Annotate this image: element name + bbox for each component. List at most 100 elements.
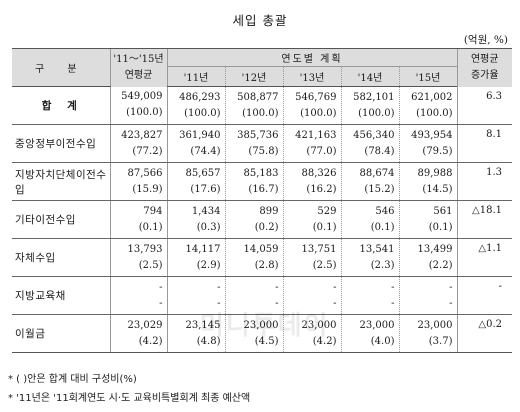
cell-share: (0.1) xyxy=(370,221,395,233)
cell-value: 89,988 xyxy=(417,167,453,179)
cell-year-3: 88,674 (15.2) xyxy=(340,162,399,201)
cell-year-2: 546,769 (100.0) xyxy=(282,86,341,125)
cell-year-4: 561 (0.1) xyxy=(398,200,457,239)
cell-year-0: 361,940 (74.4) xyxy=(166,124,225,163)
table-row: 지방교육채 - - - - - - - - - - - - - xyxy=(12,276,512,315)
cell-year-2: 13,751 (2.5) xyxy=(282,238,341,277)
cell-value: - xyxy=(159,281,163,293)
cell-share: (100.0) xyxy=(358,107,395,119)
cell-value: 85,183 xyxy=(243,167,279,179)
cell-year-1: 14,059 (2.8) xyxy=(224,238,283,277)
table-row: 기타이전수입 794 (0.1) 1,434 (0.3) 899 (0.2) 529 (0.1)… xyxy=(12,200,512,239)
cell-year-1: -- xyxy=(224,276,283,315)
cell-share: - xyxy=(217,297,221,309)
cell-share: (2.5) xyxy=(312,259,337,271)
cell-share: (16.7) xyxy=(248,183,279,195)
cell-value: 14,059 xyxy=(243,243,279,255)
cell-year-3: -- xyxy=(340,276,399,315)
cell-share: (3.7) xyxy=(428,335,453,347)
cell-year-4: -- xyxy=(398,276,457,315)
cell-value: 23,000 xyxy=(417,319,453,331)
cell-value: 493,954 xyxy=(411,129,453,141)
cell-year-1: 23,000 (4.5) xyxy=(224,314,283,353)
cell-year-3: 13,541 (2.3) xyxy=(340,238,399,277)
cell-share: - xyxy=(333,297,337,309)
cell-share: (0.1) xyxy=(312,221,337,233)
cell-growth: 1.3 xyxy=(456,162,512,201)
cell-year-2: 421,163 (77.0) xyxy=(282,124,341,163)
cell-year-4: 493,954 (79.5) xyxy=(398,124,457,163)
cell-avg: 423,827 (77.2) xyxy=(109,124,167,163)
cell-value: 13,499 xyxy=(417,243,453,255)
cell-growth: △1.1 xyxy=(456,238,512,277)
cell-growth: △0.2 xyxy=(456,314,512,353)
cell-share: (100.0) xyxy=(126,107,163,119)
cell-share: (0.1) xyxy=(138,221,163,233)
cell-share: (77.0) xyxy=(306,145,337,157)
cell-value: 14,117 xyxy=(185,243,221,255)
cell-share: (100.0) xyxy=(300,107,337,119)
cell-share: (0.2) xyxy=(254,221,279,233)
header-category: 구 분 xyxy=(12,48,110,87)
cell-share: (15.2) xyxy=(364,183,395,195)
cell-year-1: 899 (0.2) xyxy=(224,200,283,239)
table-row: 중앙정부이전수입 423,827 (77.2) 361,940 (74.4) 385,73… xyxy=(12,124,512,163)
cell-share: (0.1) xyxy=(428,221,453,233)
header-year-1: '12년 xyxy=(224,66,283,87)
cell-value: 23,000 xyxy=(301,319,337,331)
cell-share: (4.2) xyxy=(312,335,337,347)
cell-year-2: 88,326 (16.2) xyxy=(282,162,341,201)
table-row: 합 계 549,009 (100.0) 486,293 (100.0) 508,877 (1… xyxy=(12,86,512,125)
row-label: 이월금 xyxy=(12,314,110,353)
cell-share: (100.0) xyxy=(242,107,279,119)
cell-value: 13,541 xyxy=(359,243,395,255)
header-yearly-plan: 연도별 계획 xyxy=(166,48,457,67)
cell-share: (16.2) xyxy=(306,183,337,195)
cell-share: (4.2) xyxy=(138,335,163,347)
cell-year-1: 385,736 (75.8) xyxy=(224,124,283,163)
cell-avg: -- xyxy=(109,276,167,315)
cell-value: - xyxy=(449,281,453,293)
cell-share: (14.5) xyxy=(422,183,453,195)
revenue-summary-table: 구 분 '11～'15년 연평균 연도별 계획 연평균 증가율 '11년 '12년… xyxy=(12,48,512,353)
cell-growth: 6.3 xyxy=(456,86,512,125)
cell-share: (77.2) xyxy=(132,145,163,157)
table-row: 이월금 23,029 (4.2) 23,145 (4.8) 23,000 (4.5) 23,0… xyxy=(12,314,512,353)
cell-share: (2.5) xyxy=(138,259,163,271)
cell-value: 546,769 xyxy=(295,91,337,103)
cell-share: (100.0) xyxy=(184,107,221,119)
page-title: 세입 총괄 xyxy=(232,13,288,28)
cell-value: 899 xyxy=(259,205,279,217)
cell-share: (79.5) xyxy=(422,145,453,157)
cell-share: (2.3) xyxy=(370,259,395,271)
cell-value: 582,101 xyxy=(353,91,395,103)
cell-share: (4.5) xyxy=(254,335,279,347)
cell-year-3: 456,340 (78.4) xyxy=(340,124,399,163)
cell-share: (17.6) xyxy=(190,183,221,195)
cell-value: 13,793 xyxy=(127,243,163,255)
cell-share: (78.4) xyxy=(364,145,395,157)
cell-avg: 23,029 (4.2) xyxy=(109,314,167,353)
header-year-0: '11년 xyxy=(166,66,225,87)
cell-value: 549,009 xyxy=(121,91,163,103)
cell-value: - xyxy=(217,281,221,293)
cell-growth: - xyxy=(456,276,512,315)
cell-value: - xyxy=(275,281,279,293)
cell-share: - xyxy=(391,297,395,309)
footnote-1: * ( )안은 합계 대비 구성비(%) xyxy=(8,374,137,385)
row-label: 자체수입 xyxy=(12,238,110,277)
row-label: 합 계 xyxy=(12,86,110,125)
cell-year-2: -- xyxy=(282,276,341,315)
cell-avg: 794 (0.1) xyxy=(109,200,167,239)
cell-value: 794 xyxy=(143,205,163,217)
cell-year-4: 621,002 (100.0) xyxy=(398,86,457,125)
cell-value: 23,145 xyxy=(185,319,221,331)
cell-value: 88,326 xyxy=(301,167,337,179)
cell-growth: △18.1 xyxy=(456,200,512,239)
cell-share: (74.4) xyxy=(190,145,221,157)
cell-share: - xyxy=(275,297,279,309)
header-avg-span: '11～'15년 연평균 xyxy=(109,48,167,87)
cell-year-0: 85,657 (17.6) xyxy=(166,162,225,201)
cell-share: (75.8) xyxy=(248,145,279,157)
cell-value: 486,293 xyxy=(179,91,221,103)
